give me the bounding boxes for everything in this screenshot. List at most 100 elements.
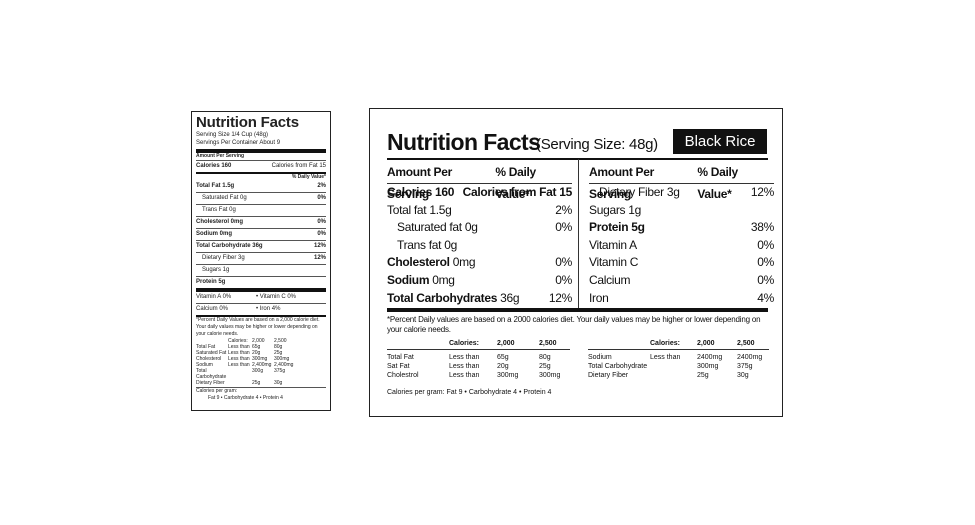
right-nutrient-row: Vitamin A 0% [589, 237, 774, 255]
small-vitamin-row: Calcium 0% • Iron 4% [196, 303, 326, 315]
right-dv-header-cell [588, 339, 650, 350]
small-nutrient-label: Dietary Fiber 3g [202, 255, 245, 261]
left-nutrient-label: Total Carbohydrates 36g [387, 290, 520, 308]
small-nutrient-label: Cholesterol 0mg [196, 219, 244, 225]
right-dv-cell: Total Carbohydrate [588, 363, 648, 370]
small-table-cell: 25g [274, 350, 283, 356]
small-servings-per-container: Servings Per Container About 9 [196, 140, 281, 146]
bottom-rule [387, 308, 768, 312]
small-table-header-cell: 2,000 [252, 338, 265, 344]
right-nutrient-amount: Iron [589, 290, 609, 305]
left-nutrient-label: Cholesterol 0mg [387, 254, 476, 272]
left-nutrient-name: Sodium [387, 272, 430, 287]
left-dv-cell: Sat Fat [387, 363, 410, 370]
left-nutrient-label: Trans fat 0g [387, 237, 457, 255]
small-table-cell: 375g [274, 368, 286, 374]
right-nutrient-amount: Sugars 1g [589, 202, 642, 217]
small-table-cell [228, 380, 252, 386]
left-nutrient-dv: 0% [555, 220, 572, 235]
left-column-header: Amount Per Serving % Daily Value* [387, 161, 572, 201]
left-dv-cell: Less than [449, 363, 480, 370]
small-footnote: *Percent Daily Values are based on a 2,0… [196, 317, 320, 337]
small-table-cell: 2,400mg [274, 362, 294, 368]
small-table-cell: Less than [228, 344, 250, 350]
right-nutrient-row: Sugars 1g [589, 202, 774, 220]
left-nutrient-amount: 0mg [429, 272, 455, 287]
small-nutrient-label: Trans Fat 0g [202, 207, 236, 213]
small-nutrient-row: Total Carbohydrate 36g 12% [196, 240, 326, 252]
small-nutrient-row: Dietary Fiber 3g 12% [196, 252, 326, 264]
left-nutrient-dv: Calories from Fat 15 [462, 185, 573, 199]
right-dv-cell: 2400mg [737, 354, 763, 361]
small-table-cell: Less than [228, 362, 250, 368]
small-nutrient-dv: 12% [313, 243, 326, 249]
left-dv-header-cell: 2,000 [497, 339, 539, 350]
right-amount-header: Amount Per Serving [589, 165, 655, 201]
small-vitamin-row: Vitamin A 0% • Vitamin C 0% [196, 292, 326, 303]
big-label-title: Nutrition Facts [387, 129, 541, 155]
small-nutrient-dv: 0% [317, 219, 326, 225]
left-nutrient-label: Total fat 1.5g [387, 202, 452, 220]
small-nutrient-dv: 12% [313, 255, 326, 261]
product-name-tag: Black Rice [673, 129, 767, 154]
right-dv-cell [650, 371, 697, 380]
right-nutrient-amount: Dietary Fiber 3g [599, 185, 680, 199]
small-table-cell: 300g [252, 368, 264, 374]
left-dv-cell: 65g [497, 354, 509, 361]
small-table-header-cell: 2,500 [274, 338, 287, 344]
small-nutrient-row: Saturated Fat 0g 0% [196, 192, 326, 204]
right-nutrient-row: Vitamin C 0% [589, 254, 774, 272]
right-nutrient-label: Vitamin C [589, 254, 638, 272]
right-nutrient-label: Iron [589, 290, 609, 308]
right-nutrient-row: Dietary Fiber 3g 12% [589, 184, 774, 202]
right-nutrient-dv: 0% [757, 255, 774, 270]
right-nutrient-dv: 4% [757, 290, 774, 305]
small-calories-row: Calories 160 Calories from Fat 15 [196, 160, 326, 172]
small-table-cell: Less than [228, 350, 250, 356]
left-nutrient-row: Cholesterol 0mg 0% [387, 254, 572, 272]
small-vitamin-left: Vitamin A 0% [196, 294, 232, 300]
left-nutrient-amount: 0mg [449, 255, 476, 270]
left-nutrient-row: Saturated fat 0g 0% [387, 219, 572, 237]
right-dv-header-cell: 2,000 [697, 339, 737, 350]
small-nutrient-row: Total Fat 1.5g 2% [196, 181, 326, 192]
left-nutrient-label: Sodium 0mg [387, 272, 455, 290]
small-nutrient-label: Sodium 0mg [196, 231, 233, 237]
left-nutrient-dv: 0% [555, 255, 572, 270]
left-nutrient-name: Cholesterol [387, 255, 450, 270]
right-nutrient-dv: 12% [750, 185, 774, 199]
right-dv-header-cell: Calories: [650, 339, 697, 350]
left-nutrient-name: Total Carbohydrates [387, 290, 498, 305]
left-nutrient-amount: 36g [497, 290, 520, 305]
right-dv-cell: 30g [737, 372, 749, 379]
left-amount-header: Amount Per Serving [387, 165, 453, 201]
small-vitamin-rows: Vitamin A 0% • Vitamin C 0% Calcium 0% • Ir… [196, 292, 326, 315]
right-nutrient-label: Calcium [589, 272, 631, 290]
left-nutrient-dv: 2% [555, 202, 572, 217]
small-daily-value-table: Calories: 2,000 2,500 Total Fat Less than 65g… [196, 338, 326, 386]
left-dv-header: % Daily Value* [495, 165, 536, 201]
left-nutrient-name: Calories 160 [387, 185, 455, 199]
small-table-cell: Total Fat [196, 344, 216, 350]
right-dv-cell: 2400mg [697, 354, 723, 361]
left-dv-cell: 80g [539, 354, 551, 361]
small-nutrient-dv: 0% [317, 195, 326, 201]
small-table-cell: Sodium [196, 362, 213, 368]
right-dv-header-cell: 2,500 [737, 339, 769, 350]
small-calories-from-fat: Calories from Fat 15 [271, 163, 326, 169]
small-table-cell: Total Carbohydrate [196, 368, 227, 380]
right-dv-cell: 300mg [697, 363, 719, 370]
small-nutrient-dv: 2% [317, 183, 326, 189]
right-nutrient-label: Protein 5g [589, 219, 645, 237]
small-table-header-cell: Calories: [228, 338, 248, 344]
small-nutrient-row: Cholesterol 0mg 0% [196, 216, 326, 228]
small-table-cell: 80g [274, 344, 283, 350]
right-dv-cell: Dietary Fiber [588, 372, 629, 379]
small-table-cell: 20g [252, 350, 261, 356]
right-dv-cell: 375g [737, 363, 753, 370]
right-dv-cell: Sodium [588, 354, 612, 361]
right-nutrient-label: Vitamin A [589, 237, 637, 255]
small-table-cell [228, 368, 252, 380]
small-table-cell: Cholesterol [196, 356, 222, 362]
left-nutrient-column: Amount Per Serving % Daily Value* Calori… [387, 161, 572, 307]
